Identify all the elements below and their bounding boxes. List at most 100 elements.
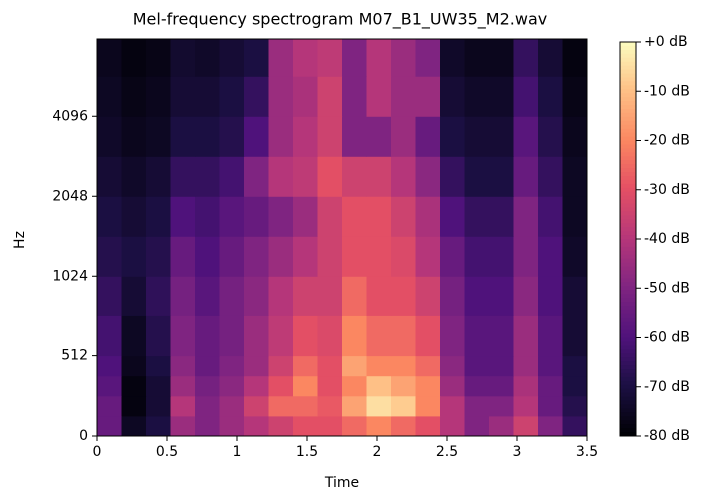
- heat-cell: [391, 39, 416, 77]
- heat-cell: [195, 156, 220, 197]
- colorbar-band: [620, 298, 636, 303]
- heat-cell: [219, 415, 245, 437]
- heat-cell: [415, 415, 441, 437]
- colorbar-band: [620, 89, 636, 94]
- heat-cell: [415, 156, 441, 197]
- heat-cell: [219, 355, 245, 377]
- heat-cell: [538, 395, 563, 417]
- heat-cell: [415, 355, 441, 377]
- plot-frame: [96, 38, 588, 437]
- colorbar-band: [620, 156, 636, 161]
- heat-cell: [391, 415, 416, 437]
- heat-cell: [366, 39, 392, 77]
- colorbar-band: [620, 286, 636, 291]
- y-tick-label: 2048: [52, 188, 88, 204]
- heat-cell: [317, 236, 343, 277]
- heat-cell: [440, 276, 465, 316]
- heat-cell: [464, 196, 490, 237]
- heat-cell: [244, 196, 269, 237]
- colorbar-band: [620, 432, 636, 437]
- colorbar-band: [620, 262, 636, 268]
- heat-cell: [538, 39, 563, 77]
- colorbar-band: [620, 250, 636, 256]
- y-tick-label: 1024: [52, 268, 88, 284]
- heat-cell: [170, 196, 196, 237]
- heat-cell: [513, 236, 539, 277]
- heat-cell: [317, 395, 343, 417]
- colorbar-band: [620, 112, 636, 118]
- heat-cell: [244, 116, 269, 157]
- heat-cell: [464, 395, 490, 417]
- colorbar-band: [620, 337, 636, 342]
- colorbar-band: [620, 164, 636, 169]
- heat-cell: [121, 156, 147, 197]
- heat-cell: [538, 375, 563, 397]
- colorbar-band: [620, 369, 636, 374]
- heat-cell: [195, 355, 220, 377]
- heat-cell: [146, 355, 171, 377]
- colorbar-band: [620, 140, 636, 145]
- heat-cell: [170, 156, 196, 197]
- heat-cell: [195, 196, 220, 237]
- heat-cell: [562, 276, 588, 316]
- colorbar-band: [620, 211, 636, 216]
- heat-cell: [195, 315, 220, 357]
- colorbar-band: [620, 219, 636, 224]
- heat-cell: [513, 116, 539, 157]
- colorbar-band: [620, 313, 636, 319]
- colorbar-band: [620, 357, 636, 362]
- colorbar-band: [620, 329, 636, 335]
- heat-cell: [195, 415, 220, 437]
- colorbar-band: [620, 266, 636, 272]
- heat-cell: [440, 395, 465, 417]
- colorbar-band: [620, 428, 636, 433]
- colorbar-band: [620, 424, 636, 429]
- colorbar-band: [620, 73, 636, 78]
- heat-cell: [415, 276, 441, 316]
- heat-cell: [97, 116, 122, 157]
- heat-cell: [97, 196, 122, 237]
- heat-cell: [146, 116, 171, 157]
- y-axis-label: Hz: [12, 231, 28, 249]
- heat-cell: [513, 355, 539, 377]
- colorbar-band: [620, 380, 636, 386]
- heat-cell: [121, 196, 147, 237]
- colorbar-band: [620, 372, 636, 378]
- colorbar-band: [620, 396, 636, 402]
- heat-cell: [121, 355, 147, 377]
- heat-cell: [366, 236, 392, 277]
- heat-cell: [146, 375, 171, 397]
- heat-cell: [391, 315, 416, 357]
- heat-cell: [513, 276, 539, 316]
- heat-cell: [342, 39, 367, 77]
- colorbar-band: [620, 361, 636, 366]
- heat-cell: [489, 415, 514, 437]
- heat-cell: [244, 156, 269, 197]
- heat-cell: [97, 76, 122, 117]
- colorbar-band: [620, 179, 636, 185]
- heat-cell: [366, 76, 392, 117]
- heat-cell: [391, 395, 416, 417]
- heat-cell: [391, 375, 416, 397]
- heat-cell: [219, 395, 245, 417]
- heat-cell: [268, 375, 294, 397]
- colorbar-band: [620, 45, 636, 51]
- heat-cell: [293, 156, 318, 197]
- heat-cell: [391, 276, 416, 316]
- heat-cell: [489, 196, 514, 237]
- heat-cell: [293, 236, 318, 277]
- heat-cell: [342, 415, 367, 437]
- heat-cell: [146, 276, 171, 316]
- heat-cell: [244, 315, 269, 357]
- colorbar-band: [620, 42, 636, 47]
- heat-cell: [268, 276, 294, 316]
- colorbar-tick-label: -60 dB: [644, 330, 690, 346]
- heat-cell: [489, 236, 514, 277]
- heat-cell: [513, 395, 539, 417]
- heat-cell: [538, 156, 563, 197]
- heat-cell: [244, 415, 269, 437]
- heat-cell: [562, 156, 588, 197]
- colorbar-band: [620, 203, 636, 208]
- colorbar-band: [620, 376, 636, 382]
